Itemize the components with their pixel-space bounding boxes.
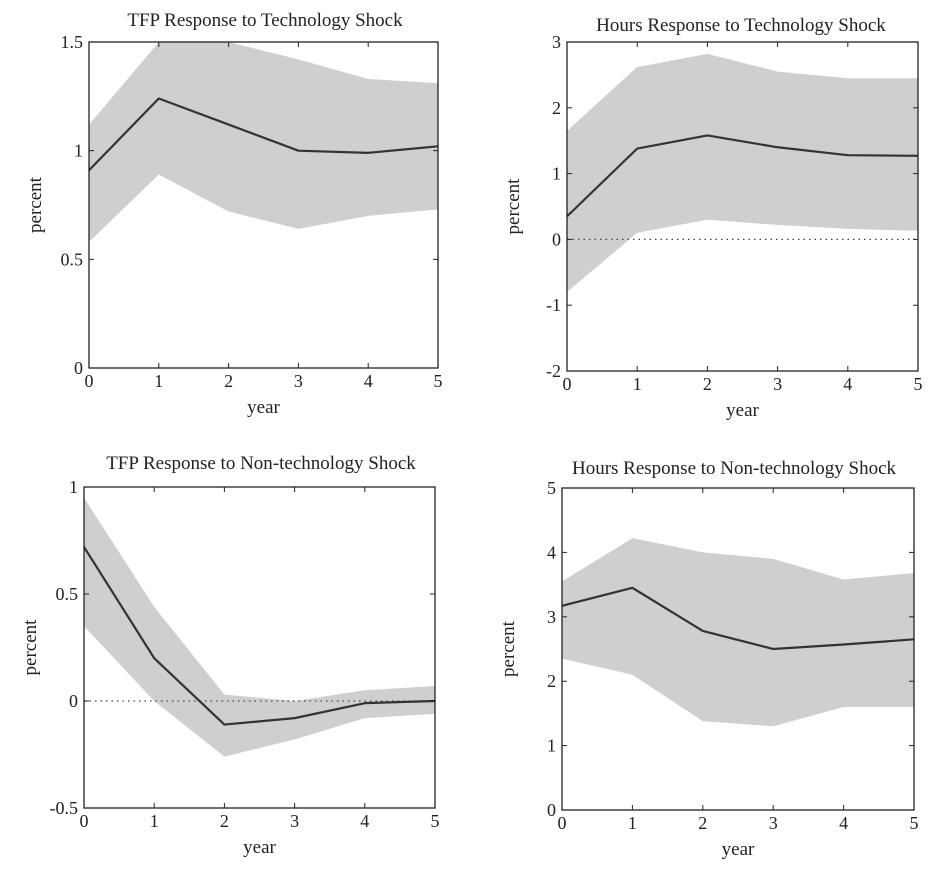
x-tick-label: 3 (294, 371, 303, 391)
y-tick-label: 3 (547, 607, 556, 627)
x-tick-label: 2 (224, 371, 233, 391)
response-line (83, 546, 436, 726)
x-tick-label: 2 (703, 374, 712, 394)
chart-title: Hours Response to Non-technology Shock (572, 458, 897, 479)
x-tick-label: 5 (914, 374, 923, 394)
y-axis-label: percent (503, 178, 524, 235)
y-tick-label: 0 (552, 229, 561, 249)
y-tick-label: 2 (552, 98, 561, 118)
x-tick-label: 2 (220, 811, 229, 831)
y-tick-label: 2 (547, 671, 556, 691)
x-tick-label: 0 (85, 371, 94, 391)
x-axis-label: year (247, 397, 280, 418)
y-tick-label: 1 (552, 164, 561, 184)
response-line (566, 134, 919, 218)
chart-title: TFP Response to Technology Shock (127, 10, 403, 31)
y-axis-label: percent (20, 619, 41, 676)
x-tick-label: 4 (364, 371, 373, 391)
plot-frame (561, 487, 915, 811)
y-tick-label: 1 (74, 141, 83, 161)
chart-title: Hours Response to Technology Shock (596, 15, 886, 36)
x-tick-label: 1 (633, 374, 642, 394)
y-tick-label: 0 (74, 358, 83, 378)
confidence-band (562, 538, 914, 727)
x-tick-label: 5 (434, 371, 443, 391)
x-axis-label: year (722, 839, 755, 860)
x-tick-label: 5 (431, 811, 440, 831)
x-tick-label: 0 (558, 813, 567, 833)
chart-panel-2: 0 1 2 3 4 5 -2 -1 0 1 2 3 Hours Response to Technolo… (503, 15, 923, 421)
x-tick-label: 4 (360, 811, 369, 831)
chart-panel-4: 0 1 2 3 4 5 0 1 2 3 4 5 Hours Response to Non-techno… (498, 458, 919, 860)
y-axis-label: percent (498, 620, 519, 677)
x-tick-label: 0 (563, 374, 572, 394)
y-tick-label: 0 (69, 691, 78, 711)
x-axis-label: year (726, 400, 759, 421)
x-tick-label: 5 (910, 813, 919, 833)
y-tick-label: 1 (69, 477, 78, 497)
y-tick-label: 1.5 (61, 32, 84, 52)
x-axis-label: year (243, 837, 276, 858)
y-tick-label: 5 (547, 478, 556, 498)
x-tick-label: 3 (769, 813, 778, 833)
y-tick-label: 0 (547, 800, 556, 820)
x-tick-label: 1 (154, 371, 163, 391)
y-tick-label: 4 (547, 542, 556, 562)
x-tick-label: 3 (773, 374, 782, 394)
confidence-band (567, 53, 918, 293)
confidence-band (84, 497, 435, 757)
x-tick-label: 1 (150, 811, 159, 831)
plot-frame (566, 41, 919, 372)
confidence-band (89, 42, 438, 242)
plot-frame (83, 486, 436, 809)
response-line (88, 97, 439, 171)
y-tick-label: -2 (546, 361, 561, 381)
x-tick-label: 4 (839, 813, 848, 833)
y-axis-label: percent (25, 176, 46, 233)
x-tick-label: 4 (843, 374, 852, 394)
y-tick-label: -0.5 (50, 798, 79, 818)
y-tick-label: 0.5 (56, 584, 79, 604)
y-tick-label: 0.5 (61, 249, 84, 269)
x-tick-label: 3 (290, 811, 299, 831)
y-tick-label: 1 (547, 736, 556, 756)
y-tick-label: 3 (552, 32, 561, 52)
x-tick-label: 0 (80, 811, 89, 831)
x-tick-label: 2 (698, 813, 707, 833)
chart-title: TFP Response to Non-technology Shock (106, 453, 416, 474)
plot-frame (88, 41, 439, 369)
response-line (561, 586, 915, 651)
y-tick-label: -1 (546, 295, 561, 315)
chart-panel-1: 0 1 2 3 4 5 0 0.5 1 1.5 TFP Response to Technology… (25, 10, 443, 418)
x-tick-label: 1 (628, 813, 637, 833)
